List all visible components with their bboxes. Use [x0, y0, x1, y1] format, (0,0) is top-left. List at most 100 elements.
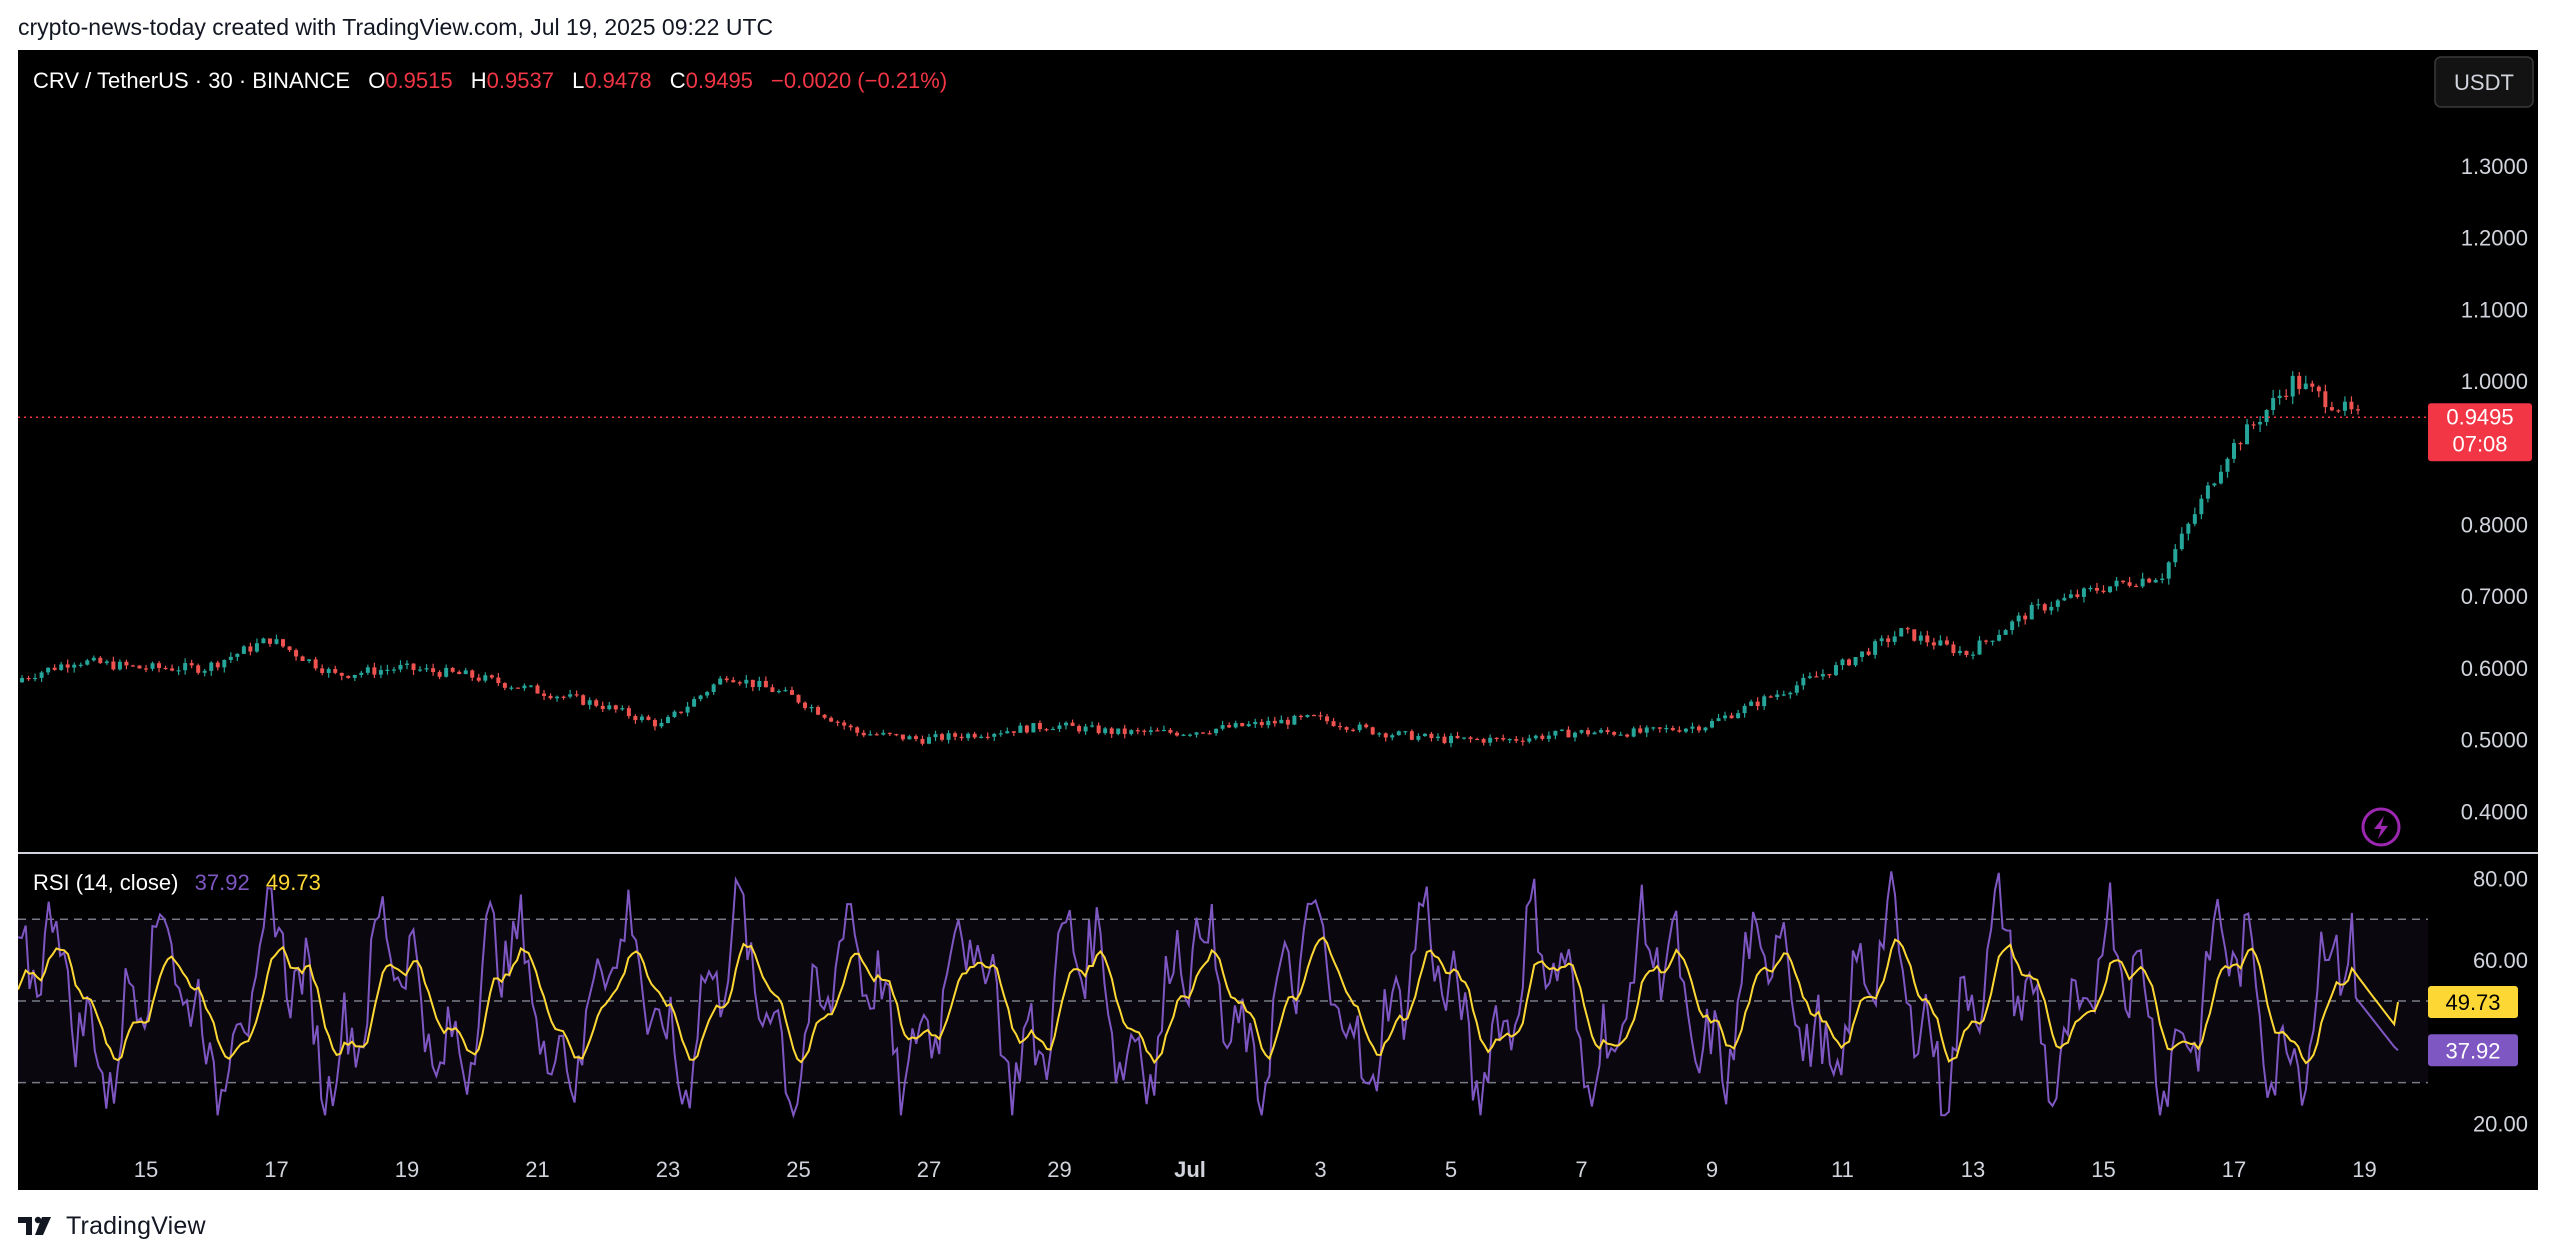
candle-body	[450, 667, 455, 672]
candle-body	[972, 733, 977, 738]
candle-body	[1579, 730, 1584, 733]
change-value: −0.0020 (−0.21%)	[771, 68, 947, 93]
candle-body	[496, 677, 501, 684]
candle-body	[163, 667, 168, 670]
rsi-legend[interactable]: RSI (14, close) 37.92 49.73	[33, 870, 321, 895]
candle-body	[528, 685, 533, 687]
candle-body	[848, 725, 853, 728]
candle-body	[2166, 562, 2171, 579]
candle-body	[1325, 716, 1330, 722]
candle-body	[1559, 729, 1564, 731]
candle-body	[809, 707, 814, 709]
candle-body	[1971, 654, 1975, 656]
rsi-tag-value: 37.92	[2445, 1038, 2500, 1063]
candle-body	[1155, 730, 1160, 732]
candle-body	[966, 733, 971, 739]
candle-body	[1024, 725, 1029, 733]
candle-body	[548, 695, 553, 699]
candle-body	[130, 665, 135, 667]
candle-body	[1279, 719, 1284, 724]
candle-body	[1599, 730, 1604, 733]
time-axis[interactable]: 15 17 19 21 23 25 27 29 Jul 3 5 7 9 11 13 15 17 19	[134, 1157, 2377, 1182]
candle-body	[444, 667, 449, 677]
candle-body	[1077, 725, 1082, 732]
price-tick-label: 0.6000	[2461, 656, 2528, 681]
candle-body	[2297, 375, 2302, 389]
candle-body	[1285, 719, 1290, 725]
candle-body	[1866, 651, 1871, 655]
candle-body	[1710, 720, 1714, 728]
candle-body	[457, 671, 462, 675]
candle-body	[1351, 729, 1356, 731]
candle-body	[1677, 730, 1682, 732]
rsi-axis[interactable]: 20.00 60.00 80.00	[2473, 866, 2528, 1136]
currency-button[interactable]: USDT	[2434, 56, 2534, 108]
candle-body	[209, 662, 214, 671]
candle-body	[1586, 730, 1591, 735]
candle-body	[2029, 604, 2034, 620]
high-label: H	[471, 68, 487, 93]
candle-body	[744, 679, 749, 684]
candle-body	[431, 668, 436, 673]
candle-body	[365, 667, 370, 673]
candle-body	[235, 653, 240, 657]
candle-body	[2336, 410, 2341, 412]
chart-svg[interactable]: 0.40000.50000.60000.70000.80000.90001.00…	[18, 50, 2538, 1190]
candle-body	[1083, 726, 1088, 732]
candle-body	[378, 670, 383, 675]
candle-body	[1918, 635, 1923, 641]
candle-body	[920, 738, 925, 744]
candle-body	[913, 736, 918, 739]
candle-body	[933, 734, 938, 738]
candle-body	[326, 669, 331, 673]
candle-body	[470, 670, 475, 678]
candle-body	[437, 672, 442, 677]
candle-body	[1612, 732, 1617, 735]
candle-body	[46, 667, 51, 673]
candle-body	[1057, 725, 1062, 729]
candle-body	[1449, 735, 1453, 744]
symbol-legend[interactable]: CRV / TetherUS · 30 · BINANCE O0.9515 H0…	[33, 68, 947, 93]
candle-body	[2186, 523, 2191, 534]
time-tick-label: 7	[1575, 1157, 1587, 1182]
footer-logo[interactable]: TradingView	[18, 1208, 206, 1244]
candle-body	[1984, 640, 1989, 642]
candle-body	[2212, 483, 2217, 486]
candle-body	[1201, 732, 1206, 734]
candle-body	[1631, 728, 1636, 737]
candle-body	[1220, 725, 1225, 729]
rsi-value-tag: 37.92	[2428, 1034, 2518, 1067]
lightning-icon[interactable]	[2361, 807, 2401, 847]
candle-body	[2290, 375, 2295, 397]
rsi-ma-tag: 49.73	[2428, 986, 2518, 1019]
candle-body	[1174, 732, 1179, 736]
time-tick-label: 15	[134, 1157, 158, 1182]
price-axis[interactable]: 0.40000.50000.60000.70000.80000.90001.00…	[2461, 154, 2528, 824]
chart-frame[interactable]: 0.40000.50000.60000.70000.80000.90001.00…	[18, 50, 2538, 1190]
candle-body	[2355, 409, 2360, 411]
currency-button-box[interactable]	[2434, 56, 2534, 108]
time-tick-label: 17	[264, 1157, 288, 1182]
candle-body	[1664, 727, 1669, 730]
candle-body	[1827, 674, 1832, 676]
rsi-legend-value: 37.92	[195, 870, 250, 895]
candle-body	[281, 639, 286, 647]
candle-body	[1370, 727, 1375, 735]
candle-body	[750, 679, 755, 687]
candle-body	[476, 677, 481, 681]
symbol-title: CRV / TetherUS · 30 · BINANCE	[33, 68, 350, 93]
candle-body	[1259, 721, 1264, 726]
candle-body	[1860, 651, 1865, 658]
candle-body	[776, 691, 781, 693]
candle-body	[900, 734, 905, 740]
candle-body	[2127, 582, 2132, 586]
candle-body	[1455, 735, 1460, 739]
candle-body	[822, 714, 827, 718]
candle-body	[1977, 640, 1982, 655]
candle-body	[803, 702, 808, 708]
candle-body	[927, 737, 931, 744]
candle-body	[1540, 735, 1545, 739]
candle-body	[737, 682, 742, 684]
candle-body	[1847, 659, 1852, 666]
currency-button-label[interactable]: USDT	[2454, 70, 2514, 95]
